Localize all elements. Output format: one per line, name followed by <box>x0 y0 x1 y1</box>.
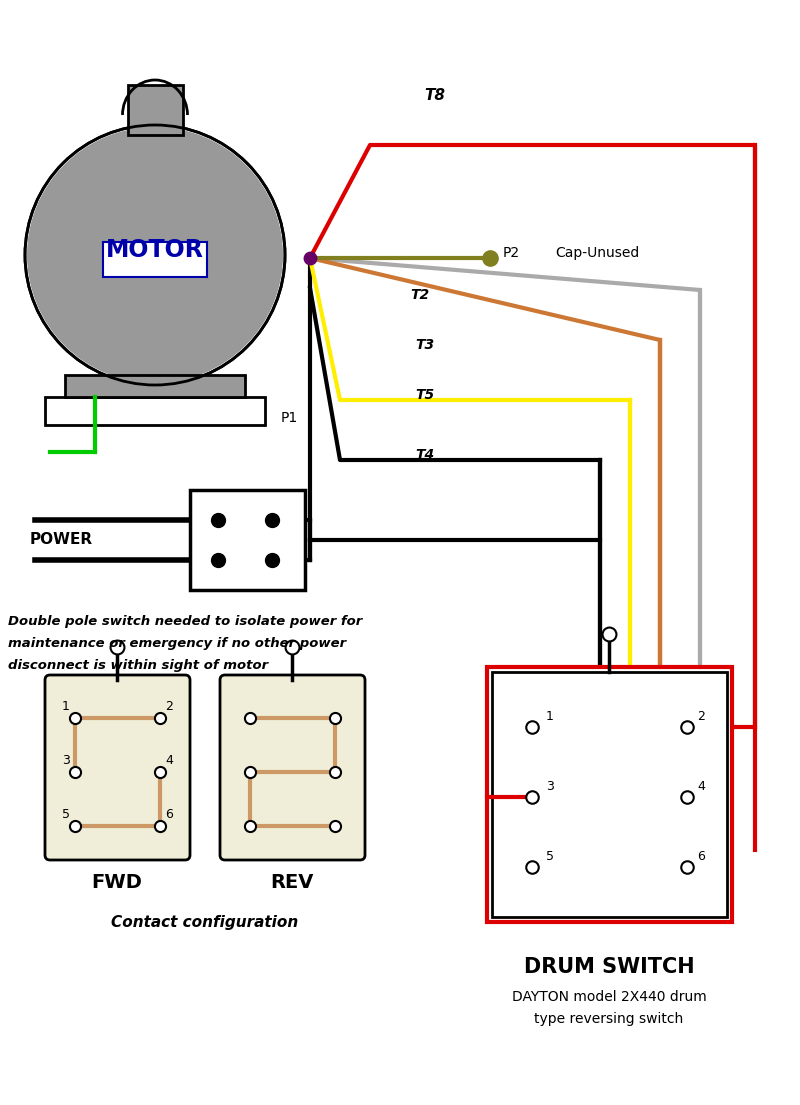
FancyBboxPatch shape <box>220 675 365 860</box>
Text: T8: T8 <box>425 87 446 103</box>
Text: 4: 4 <box>697 780 705 793</box>
FancyBboxPatch shape <box>45 675 190 860</box>
Circle shape <box>27 127 283 383</box>
Text: 2: 2 <box>165 699 173 713</box>
Text: T2: T2 <box>410 288 429 302</box>
Text: 3: 3 <box>546 780 554 793</box>
Text: 6: 6 <box>697 851 705 863</box>
Text: DAYTON model 2X440 drum: DAYTON model 2X440 drum <box>512 990 706 1004</box>
Text: REV: REV <box>270 873 314 893</box>
Text: disconnect is within sight of motor: disconnect is within sight of motor <box>8 659 268 672</box>
FancyBboxPatch shape <box>45 397 265 425</box>
Text: 1: 1 <box>62 699 70 713</box>
Text: Contact configuration: Contact configuration <box>111 916 298 930</box>
Text: P2: P2 <box>503 246 520 260</box>
Bar <box>128 85 183 135</box>
Text: Cap-Unused: Cap-Unused <box>555 246 639 260</box>
Text: FWD: FWD <box>91 873 142 893</box>
Bar <box>492 672 727 917</box>
Text: MOTOR: MOTOR <box>106 238 204 262</box>
Bar <box>190 490 305 590</box>
Text: 1: 1 <box>546 711 554 724</box>
Bar <box>65 375 245 397</box>
Text: T5: T5 <box>415 388 434 402</box>
Text: maintenance or emergency if no other power: maintenance or emergency if no other pow… <box>8 636 346 650</box>
Text: POWER: POWER <box>30 533 93 547</box>
Bar <box>487 667 732 922</box>
Text: P1: P1 <box>281 411 298 425</box>
Text: T3: T3 <box>415 338 434 352</box>
Bar <box>103 242 207 277</box>
Text: 6: 6 <box>165 808 173 821</box>
Text: 2: 2 <box>697 711 705 724</box>
Text: 3: 3 <box>62 754 70 767</box>
Text: 5: 5 <box>546 851 554 863</box>
Text: DRUM SWITCH: DRUM SWITCH <box>524 957 694 977</box>
Text: Double pole switch needed to isolate power for: Double pole switch needed to isolate pow… <box>8 615 362 628</box>
Text: T4: T4 <box>415 448 434 462</box>
Text: type reversing switch: type reversing switch <box>534 1012 684 1027</box>
Text: 4: 4 <box>165 754 173 767</box>
Text: 5: 5 <box>62 808 70 821</box>
Circle shape <box>25 125 285 385</box>
